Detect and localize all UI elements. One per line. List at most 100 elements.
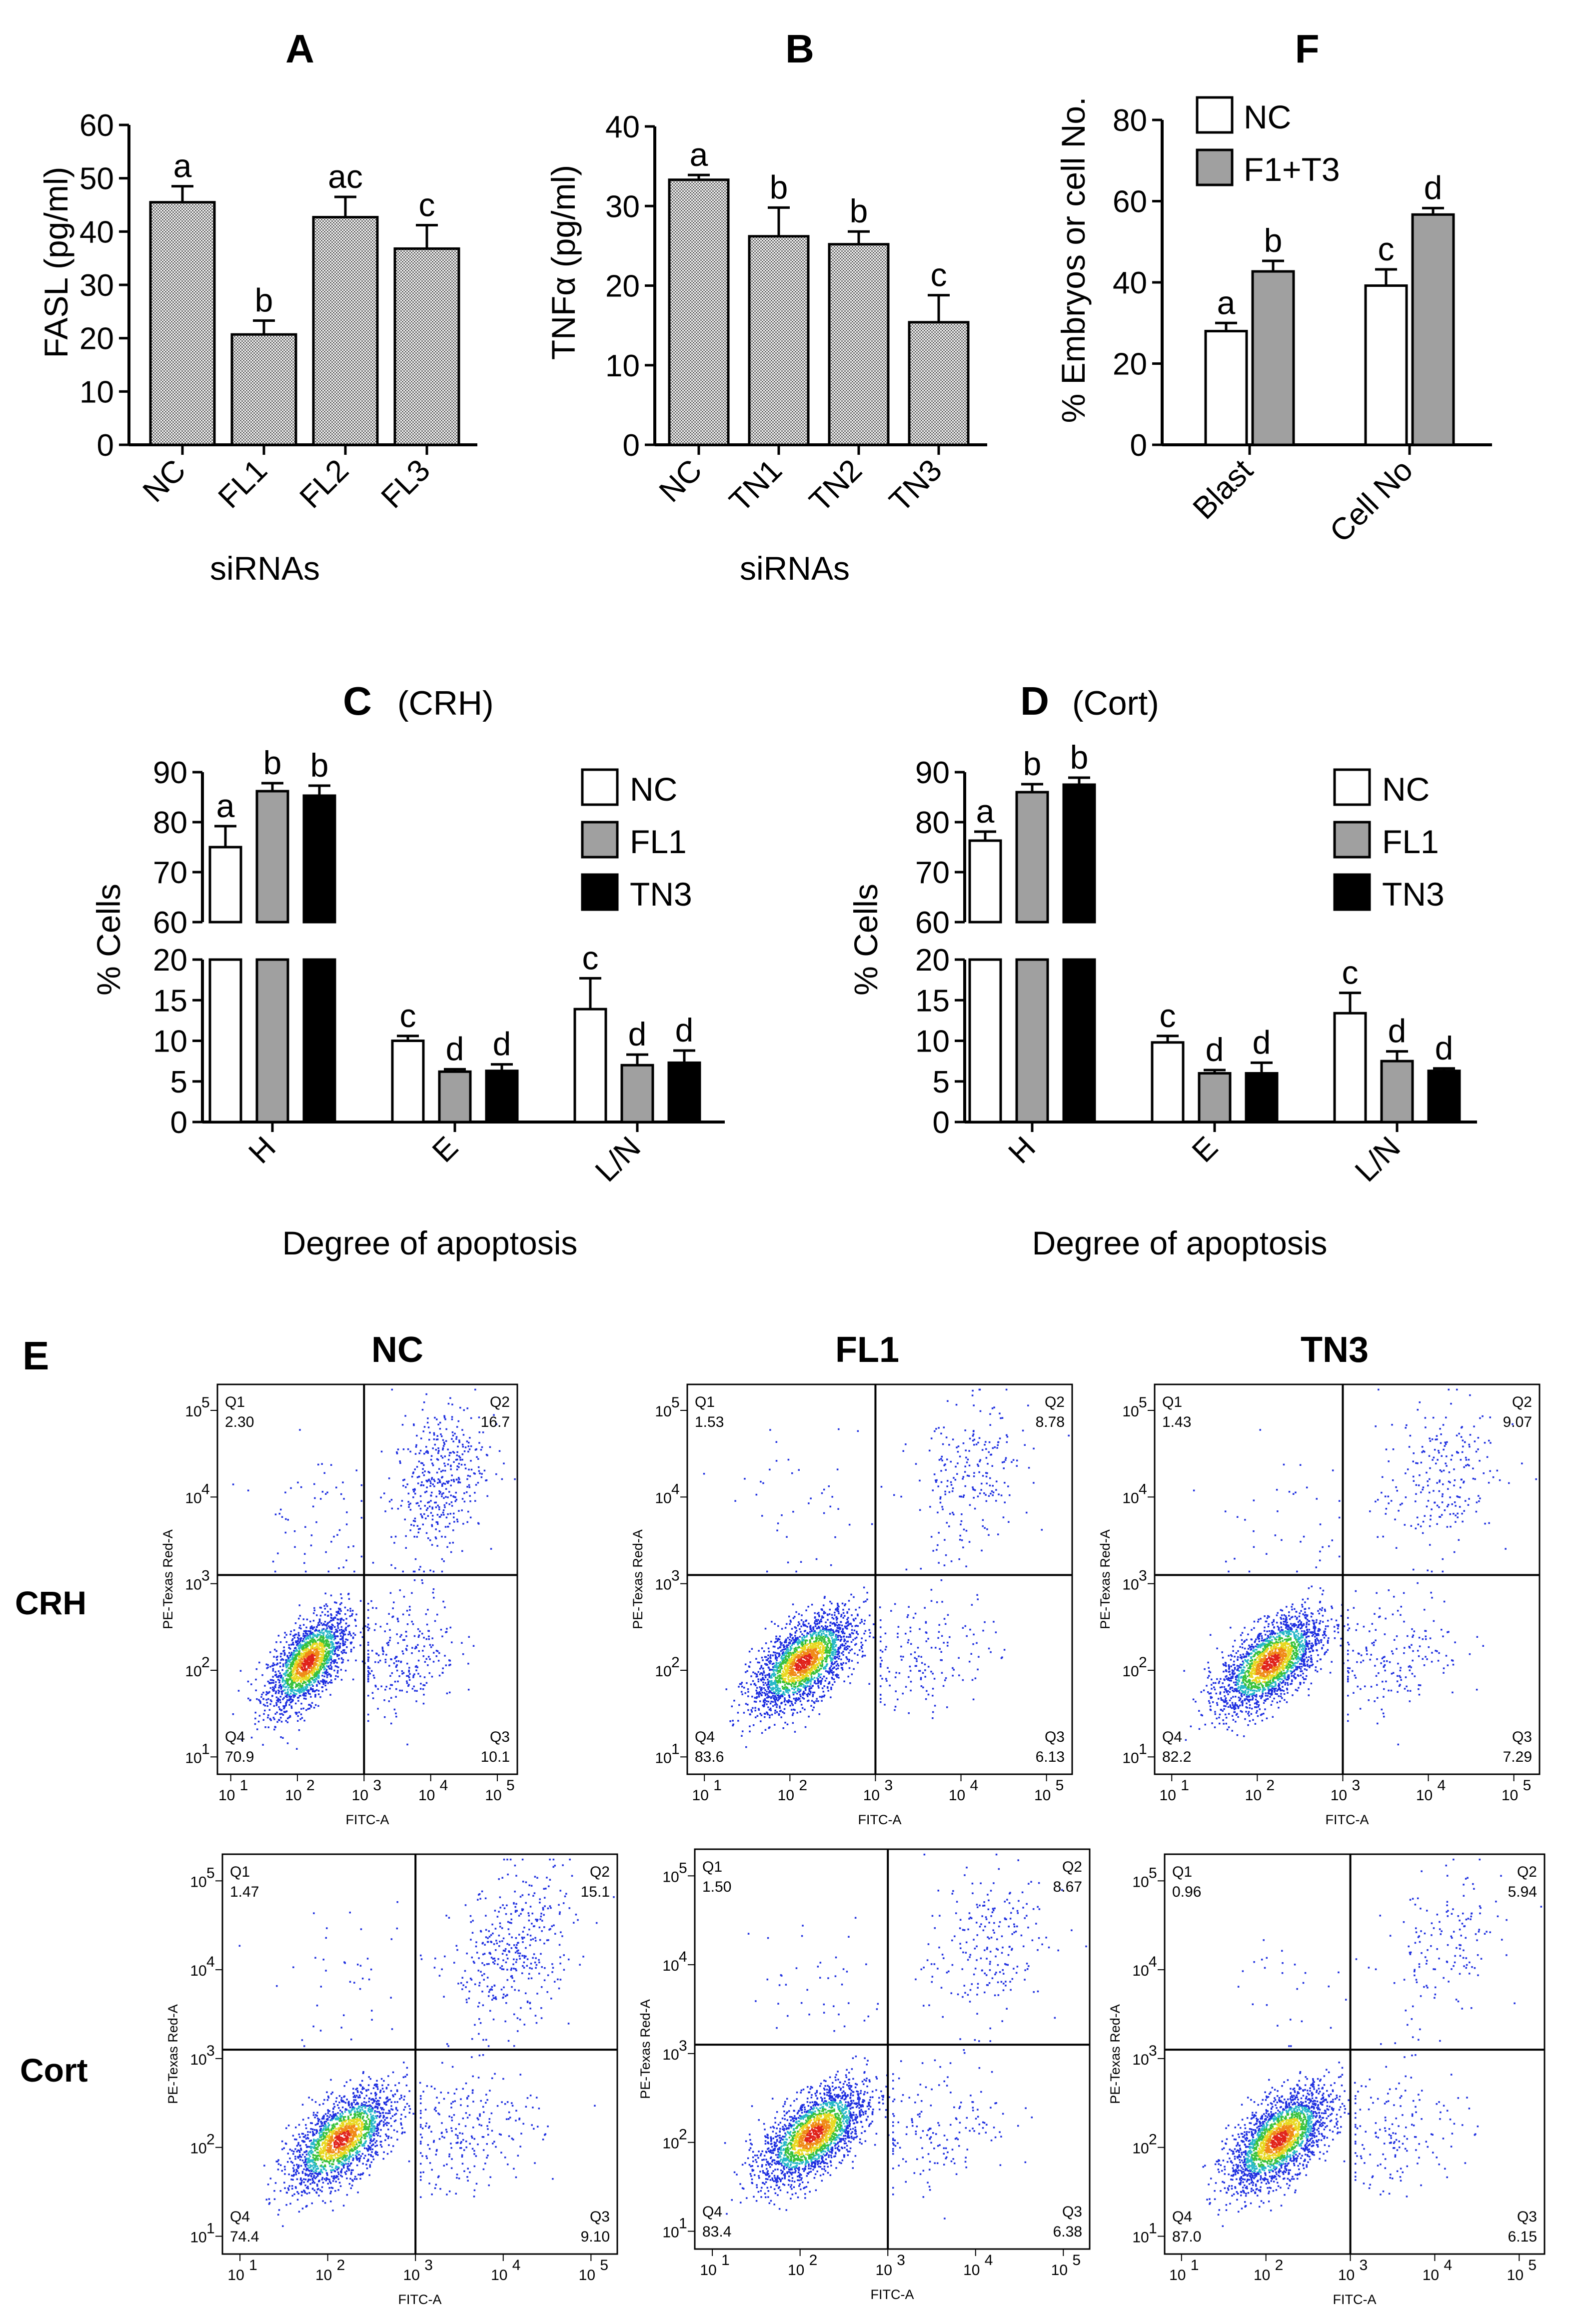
flow-plot-crh-nc-dot xyxy=(443,1560,445,1562)
flow-plot-crh-nc-dot xyxy=(309,1653,311,1655)
flow-plot-crh-nc-dot xyxy=(286,1655,289,1657)
flow-plot-crh-fl1-dot xyxy=(760,1689,762,1692)
flow-plot-crh-fl1-dot xyxy=(825,1651,827,1653)
flow-plot-crh-fl1-dot xyxy=(814,1656,817,1659)
flow-plot-crh-nc-dot xyxy=(336,1655,339,1657)
flow-plot-crh-nc-dot xyxy=(310,1696,312,1698)
flow-plot-crh-nc-dot xyxy=(395,1688,397,1690)
flow-plot-crh-fl1-dot xyxy=(820,1630,822,1632)
flow-plot-crh-fl1-dot xyxy=(799,1681,801,1683)
flow-plot-crh-nc-dot xyxy=(259,1700,261,1702)
flow-plot-crh-nc-dot xyxy=(477,1466,480,1468)
flow-plot-crh-nc-dot xyxy=(289,1666,291,1668)
flow-plot-crh-fl1-dot xyxy=(793,1657,795,1659)
flow-plot-crh-fl1-dot xyxy=(775,1684,777,1686)
flow-plot-crh-fl1-dot xyxy=(782,1670,784,1672)
flow-plot-crh-fl1-dot xyxy=(799,1669,801,1671)
flow-plot-crh-nc-dot xyxy=(301,1668,303,1671)
flow-plot-crh-nc-dot xyxy=(352,1678,354,1681)
flow-plot-crh-nc-dot xyxy=(256,1698,258,1700)
flow-plot-crh-fl1-dot xyxy=(784,1641,786,1643)
flow-plot-crh-nc-dot xyxy=(421,1582,424,1584)
flow-plot-crh-nc-dot xyxy=(330,1657,332,1659)
flow-plot-crh-nc-dot xyxy=(447,1402,450,1405)
flow-plot-crh-fl1-dot xyxy=(825,1658,828,1661)
flow-plot-crh-nc-dot xyxy=(314,1690,316,1692)
flow-plot-crh-fl1-dot xyxy=(825,1649,828,1651)
panel-d-y-tick-label: 80 xyxy=(915,806,950,840)
flow-plot-crh-nc-dot xyxy=(278,1719,280,1721)
flow-plot-crh-fl1-dot xyxy=(844,1615,846,1617)
flow-plot-crh-fl1-dot xyxy=(807,1699,810,1702)
flow-plot-crh-nc-dot xyxy=(429,1644,431,1646)
flow-plot-crh-nc-dot xyxy=(305,1646,307,1649)
flow-plot-crh-nc-dot xyxy=(286,1689,289,1691)
flow-plot-crh-nc-dot xyxy=(405,1649,408,1651)
flow-plot-crh-nc-dot xyxy=(288,1704,290,1706)
flow-plot-crh-fl1-dot xyxy=(805,1655,807,1657)
flow-plot-crh-nc-dot xyxy=(263,1713,265,1715)
flow-plot-crh-fl1-dot xyxy=(792,1617,795,1619)
flow-plot-crh-nc-dot xyxy=(293,1676,295,1678)
flow-plot-crh-fl1-dot xyxy=(845,1642,847,1645)
flow-plot-crh-nc-dot xyxy=(325,1654,327,1656)
flow-plot-crh-fl1-dot xyxy=(843,1648,846,1650)
flow-plot-crh-nc-dot xyxy=(309,1641,311,1644)
flow-plot-crh-fl1-dot xyxy=(809,1646,812,1648)
flow-plot-crh-nc-dot xyxy=(334,1617,336,1619)
flow-plot-crh-nc-dot xyxy=(424,1661,426,1663)
flow-plot-crh-nc-dot xyxy=(316,1660,318,1662)
flow-plot-crh-nc-dot xyxy=(306,1660,309,1662)
flow-plot-crh-fl1-dot xyxy=(803,1690,805,1693)
flow-plot-crh-fl1-dot xyxy=(832,1640,834,1642)
panel-a-y-tick-label: 20 xyxy=(79,322,114,356)
flow-plot-crh-fl1-dot xyxy=(857,1613,859,1616)
flow-plot-crh-fl1-dot xyxy=(790,1658,792,1660)
flow-plot-crh-nc-dot xyxy=(435,1506,437,1508)
flow-plot-crh-nc-dot xyxy=(336,1534,338,1536)
flow-plot-crh-nc-dot xyxy=(388,1500,391,1503)
panel-e-title: E xyxy=(22,1333,49,1378)
flow-plot-crh-fl1-dot xyxy=(776,1662,778,1665)
flow-plot-crh-fl1-dot xyxy=(776,1652,778,1654)
flow-plot-crh-nc-dot xyxy=(367,1670,369,1672)
flow-plot-crh-nc-dot xyxy=(329,1608,332,1610)
flow-plot-crh-fl1-dot xyxy=(789,1661,791,1663)
flow-plot-crh-nc-dot xyxy=(294,1660,296,1662)
flow-plot-crh-fl1-dot xyxy=(814,1648,816,1650)
flow-plot-crh-fl1-dot xyxy=(777,1687,779,1689)
flow-plot-crh-nc-dot xyxy=(280,1653,283,1655)
flow-plot-crh-nc-x-axis-label: FITC-A xyxy=(346,1812,389,1827)
flow-plot-crh-fl1-dot xyxy=(837,1674,839,1676)
flow-plot-crh-nc-dot xyxy=(421,1515,423,1517)
flow-plot-crh-fl1-dot xyxy=(803,1666,805,1668)
flow-plot-crh-fl1-dot xyxy=(805,1675,807,1677)
flow-plot-crh-fl1-dot xyxy=(782,1654,784,1656)
flow-plot-crh-nc-dot xyxy=(327,1641,329,1643)
flow-plot-crh-nc-dot xyxy=(347,1633,349,1636)
flow-plot-crh-nc-dot xyxy=(418,1568,420,1571)
flow-plot-crh-nc-dot xyxy=(319,1667,321,1669)
flow-plot-crh-nc-dot xyxy=(322,1666,324,1668)
flow-plot-crh-nc-dot xyxy=(307,1663,309,1666)
flow-plot-crh-nc-dot xyxy=(320,1651,323,1653)
flow-plot-crh-nc-dot xyxy=(425,1393,427,1395)
flow-plot-crh-nc-dot xyxy=(429,1480,431,1482)
flow-plot-crh-fl1-dot xyxy=(787,1683,789,1685)
flow-plot-crh-nc-dot xyxy=(440,1433,442,1435)
flow-plot-crh-fl1-dot xyxy=(744,1692,747,1694)
flow-plot-crh-fl1-dot xyxy=(787,1692,789,1694)
flow-plot-crh-nc-dot xyxy=(326,1658,328,1660)
flow-plot-crh-nc-dot xyxy=(437,1482,439,1484)
flow-plot-crh-nc-dot xyxy=(298,1676,300,1679)
flow-plot-crh-fl1-dot xyxy=(842,1628,844,1630)
flow-plot-crh-fl1-dot xyxy=(811,1635,813,1637)
flow-plot-crh-nc-dot xyxy=(413,1524,415,1527)
flow-plot-crh-nc-dot xyxy=(304,1670,306,1673)
flow-plot-crh-nc-dot xyxy=(422,1468,424,1470)
flow-plot-crh-nc-dot xyxy=(326,1623,328,1625)
flow-plot-crh-nc-dot xyxy=(311,1660,313,1662)
flow-plot-crh-fl1-dot xyxy=(811,1650,813,1652)
flow-plot-crh-fl1-dot xyxy=(824,1634,826,1636)
